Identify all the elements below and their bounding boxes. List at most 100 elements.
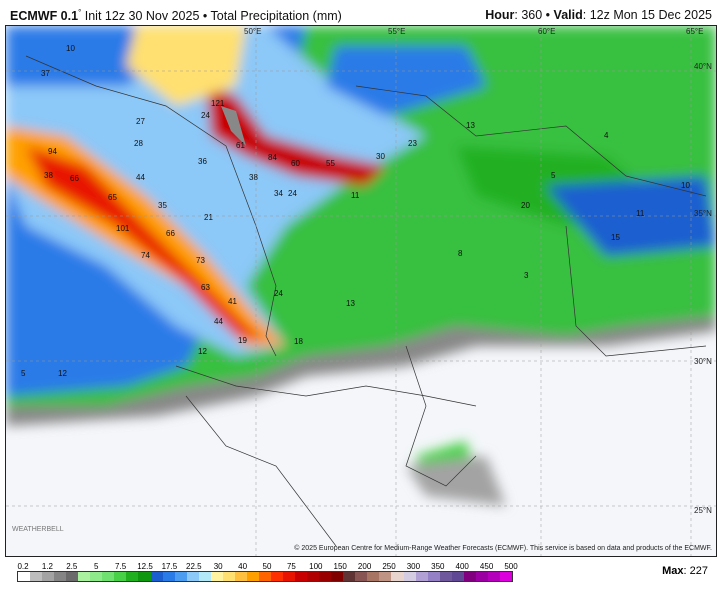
precip-value-label: 5 xyxy=(21,369,26,378)
precip-value-label: 44 xyxy=(214,317,223,326)
precip-value-label: 66 xyxy=(70,174,79,183)
precip-value-label: 28 xyxy=(134,139,143,148)
precip-value-label: 74 xyxy=(141,251,150,260)
legend-swatch xyxy=(427,572,440,581)
legend-swatch xyxy=(66,572,79,581)
legend-tick: 400 xyxy=(455,562,469,571)
legend-tick: 500 xyxy=(504,562,518,571)
precip-value-label: 94 xyxy=(48,147,57,156)
legend-tick: 1.2 xyxy=(41,562,53,571)
precip-value-label: 34 xyxy=(274,189,283,198)
legend-swatch xyxy=(463,572,476,581)
legend-tick: 75 xyxy=(286,562,296,571)
legend-swatch xyxy=(258,572,271,581)
precip-value-label: 38 xyxy=(44,171,53,180)
legend-tick: 0.2 xyxy=(17,562,29,571)
legend-swatch xyxy=(18,572,31,581)
legend-tick: 12.5 xyxy=(137,562,153,571)
precip-value-label: 13 xyxy=(346,299,355,308)
lat-label: 30°N xyxy=(694,357,712,366)
precip-value-label: 37 xyxy=(41,69,50,78)
legend-tick: 300 xyxy=(406,562,421,571)
copyright-credit: © 2025 European Centre for Medium-Range … xyxy=(294,545,712,552)
lon-label: 60°E xyxy=(538,27,555,36)
precip-value-label: 10 xyxy=(681,181,690,190)
legend-tick: 100 xyxy=(309,562,323,571)
precip-value-label: 55 xyxy=(326,159,335,168)
lat-label: 35°N xyxy=(694,209,712,218)
lon-label: 65°E xyxy=(686,27,703,36)
legend-swatch xyxy=(54,572,67,581)
precip-value-label: 4 xyxy=(604,131,609,140)
precip-value-label: 38 xyxy=(249,173,258,182)
precip-value-label: 21 xyxy=(204,213,213,222)
legend-swatch xyxy=(379,572,392,581)
legend-swatch xyxy=(90,572,103,581)
precip-value-label: 13 xyxy=(466,121,475,130)
lon-label: 55°E xyxy=(388,27,405,36)
legend-swatch xyxy=(283,572,296,581)
legend-swatch xyxy=(78,572,91,581)
legend-swatch xyxy=(367,572,380,581)
precip-value-label: 20 xyxy=(521,201,530,210)
legend-swatch xyxy=(475,572,488,581)
precip-value-label: 27 xyxy=(136,117,145,126)
legend-tick: 22.5 xyxy=(186,562,202,571)
legend-swatch xyxy=(162,572,175,581)
legend-swatch xyxy=(198,572,211,581)
legend-swatch xyxy=(439,572,452,581)
precip-value-label: 24 xyxy=(288,189,297,198)
legend-tick: 17.5 xyxy=(161,562,178,571)
legend-swatch xyxy=(186,572,199,581)
legend-swatch xyxy=(246,572,259,581)
legend-ticks: 0.2 1.2 2.5 5 7.5 12.5 17.5 22.5 30 40 50 75 100 150 2… xyxy=(13,562,517,572)
legend-swatch xyxy=(270,572,284,581)
precipitation-map: 50°E 55°E 60°E 65°E 40°N 35°N 30°N 25°N … xyxy=(5,25,717,557)
legend-swatch xyxy=(234,572,247,581)
precip-value-label: 10 xyxy=(66,44,75,53)
legend-swatch xyxy=(210,572,223,581)
precip-value-label: 61 xyxy=(236,141,245,150)
legend-swatch xyxy=(499,572,512,581)
legend-swatch xyxy=(126,572,139,581)
legend-tick: 30 xyxy=(213,562,223,571)
precip-value-label: 8 xyxy=(458,249,463,258)
lat-label: 40°N xyxy=(694,62,712,71)
precip-value-label: 84 xyxy=(268,153,277,162)
precip-value-label: 44 xyxy=(136,173,145,182)
legend-tick: 5 xyxy=(93,562,99,571)
precip-value-label: 36 xyxy=(198,157,207,166)
precip-value-label: 12 xyxy=(198,347,207,356)
precip-value-label: 35 xyxy=(158,201,167,210)
legend-tick: 250 xyxy=(382,562,396,571)
precip-value-label: 41 xyxy=(228,297,237,306)
legend-swatch xyxy=(138,572,151,581)
max-value: Max: 227 xyxy=(662,565,708,577)
legend-tick: 50 xyxy=(262,562,272,571)
legend-swatch xyxy=(331,572,344,581)
lat-label: 25°N xyxy=(694,506,712,515)
legend-swatch xyxy=(415,572,428,581)
legend-swatch xyxy=(30,572,43,581)
precip-value-label: 63 xyxy=(201,283,210,292)
legend-swatch xyxy=(319,572,332,581)
legend-tick: 350 xyxy=(431,562,445,571)
legend-swatch xyxy=(355,572,368,581)
precip-value-label: 30 xyxy=(376,152,385,161)
legend-swatch xyxy=(150,572,163,581)
precip-value-label: 66 xyxy=(166,229,175,238)
legend-tick: 150 xyxy=(333,562,347,571)
legend-swatch xyxy=(391,572,404,581)
precip-value-label: 23 xyxy=(408,139,417,148)
legend-swatch xyxy=(174,572,187,581)
color-legend xyxy=(17,571,513,582)
legend-tick: 2.5 xyxy=(66,562,78,571)
precip-value-label: 121 xyxy=(211,99,225,108)
header: ECMWF 0.1° Init 12z 30 Nov 2025 • Total … xyxy=(10,8,712,24)
precip-value-label: 24 xyxy=(274,289,283,298)
precip-value-label: 73 xyxy=(196,256,205,265)
legend-swatch xyxy=(102,572,115,581)
precip-value-label: 65 xyxy=(108,193,117,202)
precip-value-label: 12 xyxy=(58,369,67,378)
lon-label: 50°E xyxy=(244,27,261,36)
